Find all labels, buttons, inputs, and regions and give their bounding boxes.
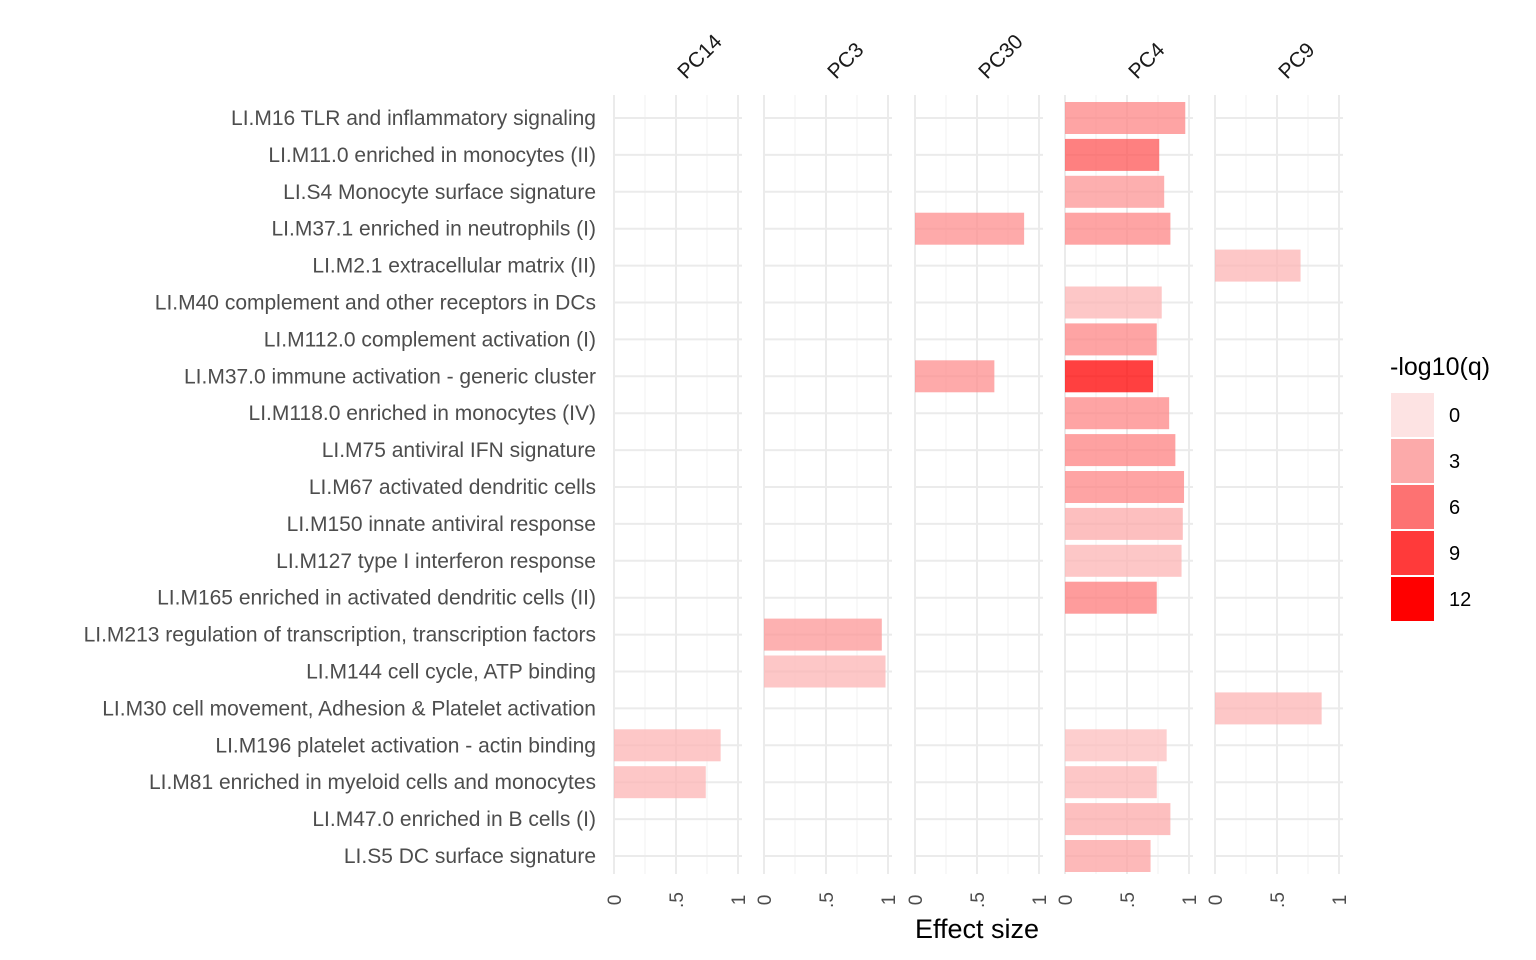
facet-title-pc3: PC3 [823,38,868,83]
legend: -log10(q) 0 3 6 9 12 [1390,353,1490,621]
x-tick-label: 0 [1056,895,1077,906]
panel-pc9 [1214,95,1343,874]
legend-key [1391,531,1434,575]
legend-label: 12 [1449,589,1471,611]
bar-pc4 [1065,286,1162,319]
legend-label: 3 [1449,451,1460,473]
category-label: LI.M67 activated dendritic cells [309,476,596,499]
x-tick-label: .5 [1268,892,1289,908]
legend-key [1391,439,1434,483]
bar-pc4 [1065,766,1157,799]
bar-pc4 [1065,840,1151,872]
x-tick-labels: 0.5 1 0.5 1 0.5 1 0.5 1 0.5 1 [605,892,1351,908]
bar-pc4 [1065,434,1176,467]
bar-pc3 [764,655,886,688]
legend-keys: 0 3 6 9 12 [1391,393,1471,621]
category-label: LI.S5 DC surface signature [344,845,596,868]
facet-panels [613,95,1343,874]
bar-pc4 [1065,323,1157,356]
bar-pc30 [915,212,1025,245]
x-tick-label: .5 [968,892,989,908]
category-label: LI.M112.0 complement activation (I) [264,328,596,351]
x-tick-label: .5 [817,892,838,908]
facet-title-pc9: PC9 [1274,38,1319,83]
bar-pc4 [1065,175,1165,208]
category-label: LI.M16 TLR and inflammatory signaling [231,107,596,130]
category-label: LI.M213 regulation of transcription, tra… [84,624,596,647]
panel-pc14 [613,95,742,874]
facet-title-pc4: PC4 [1124,38,1169,83]
facet-title-pc30: PC30 [974,30,1027,83]
bar-pc4 [1065,803,1171,836]
x-tick-label: 0 [906,895,927,906]
category-label: LI.M11.0 enriched in monocytes (II) [268,144,596,167]
category-label: LI.M144 cell cycle, ATP binding [306,661,596,684]
category-label: LI.M165 enriched in activated dendritic … [157,587,596,610]
bar-pc4 [1065,102,1186,134]
legend-title: -log10(q) [1390,353,1490,381]
legend-label: 6 [1449,497,1460,519]
x-tick-label: 1 [1330,895,1351,906]
category-label: LI.M30 cell movement, Adhesion & Platele… [102,697,596,720]
bar-pc4 [1065,729,1167,762]
x-tick-label: .5 [667,892,688,908]
category-label: LI.M127 type I interferon response [276,550,596,573]
bar-pc9 [1215,692,1322,725]
panel-pc30 [914,95,1043,874]
x-tick-label: 0 [605,895,626,906]
category-label: LI.S4 Monocyte surface signature [283,181,596,204]
bar-pc4 [1065,397,1170,430]
category-labels: LI.M16 TLR and inflammatory signaling LI.… [84,107,596,868]
legend-key [1391,577,1434,621]
category-label: LI.M118.0 enriched in monocytes (IV) [249,402,596,425]
bar-pc4 [1065,212,1171,245]
legend-label: 9 [1449,543,1460,565]
x-tick-label: 1 [1030,895,1051,906]
bar-pc4 [1065,544,1182,577]
category-label: LI.M37.0 immune activation - generic clu… [184,365,596,388]
x-axis-title: Effect size [915,914,1039,944]
facet-title-pc14: PC14 [673,30,727,84]
category-label: LI.M150 innate antiviral response [287,513,596,536]
bar-pc4 [1065,471,1185,503]
x-tick-label: 1 [729,895,750,906]
bar-pc4 [1065,581,1157,614]
category-label: LI.M81 enriched in myeloid cells and mon… [149,771,596,794]
bar-pc4 [1065,507,1183,540]
bar-pc30 [915,360,995,393]
bar-pc4 [1065,138,1160,171]
category-label: LI.M40 complement and other receptors in… [155,292,596,315]
bar-pc3 [764,618,882,651]
category-label: LI.M37.1 enriched in neutrophils (I) [271,218,596,241]
category-label: LI.M196 platelet activation - actin bind… [215,734,596,757]
x-tick-label: 0 [1206,895,1227,906]
bar-pc14 [614,766,706,799]
x-tick-label: 0 [755,895,776,906]
category-label: LI.M75 antiviral IFN signature [322,439,596,462]
legend-label: 0 [1449,405,1460,427]
legend-key [1391,393,1434,437]
facet-titles: PC14 PC3 PC30 PC4 PC9 [673,30,1319,84]
x-tick-label: 1 [879,895,900,906]
panel-pc3 [763,95,892,874]
bar-pc14 [614,729,721,762]
bar-pc9 [1215,249,1301,282]
legend-key [1391,485,1434,529]
bars [614,102,1322,872]
category-label: LI.M2.1 extracellular matrix (II) [312,255,596,278]
bar-pc4 [1065,360,1154,393]
x-tick-label: .5 [1118,892,1139,908]
category-label: LI.M47.0 enriched in B cells (I) [312,808,596,831]
x-tick-label: 1 [1180,895,1201,906]
